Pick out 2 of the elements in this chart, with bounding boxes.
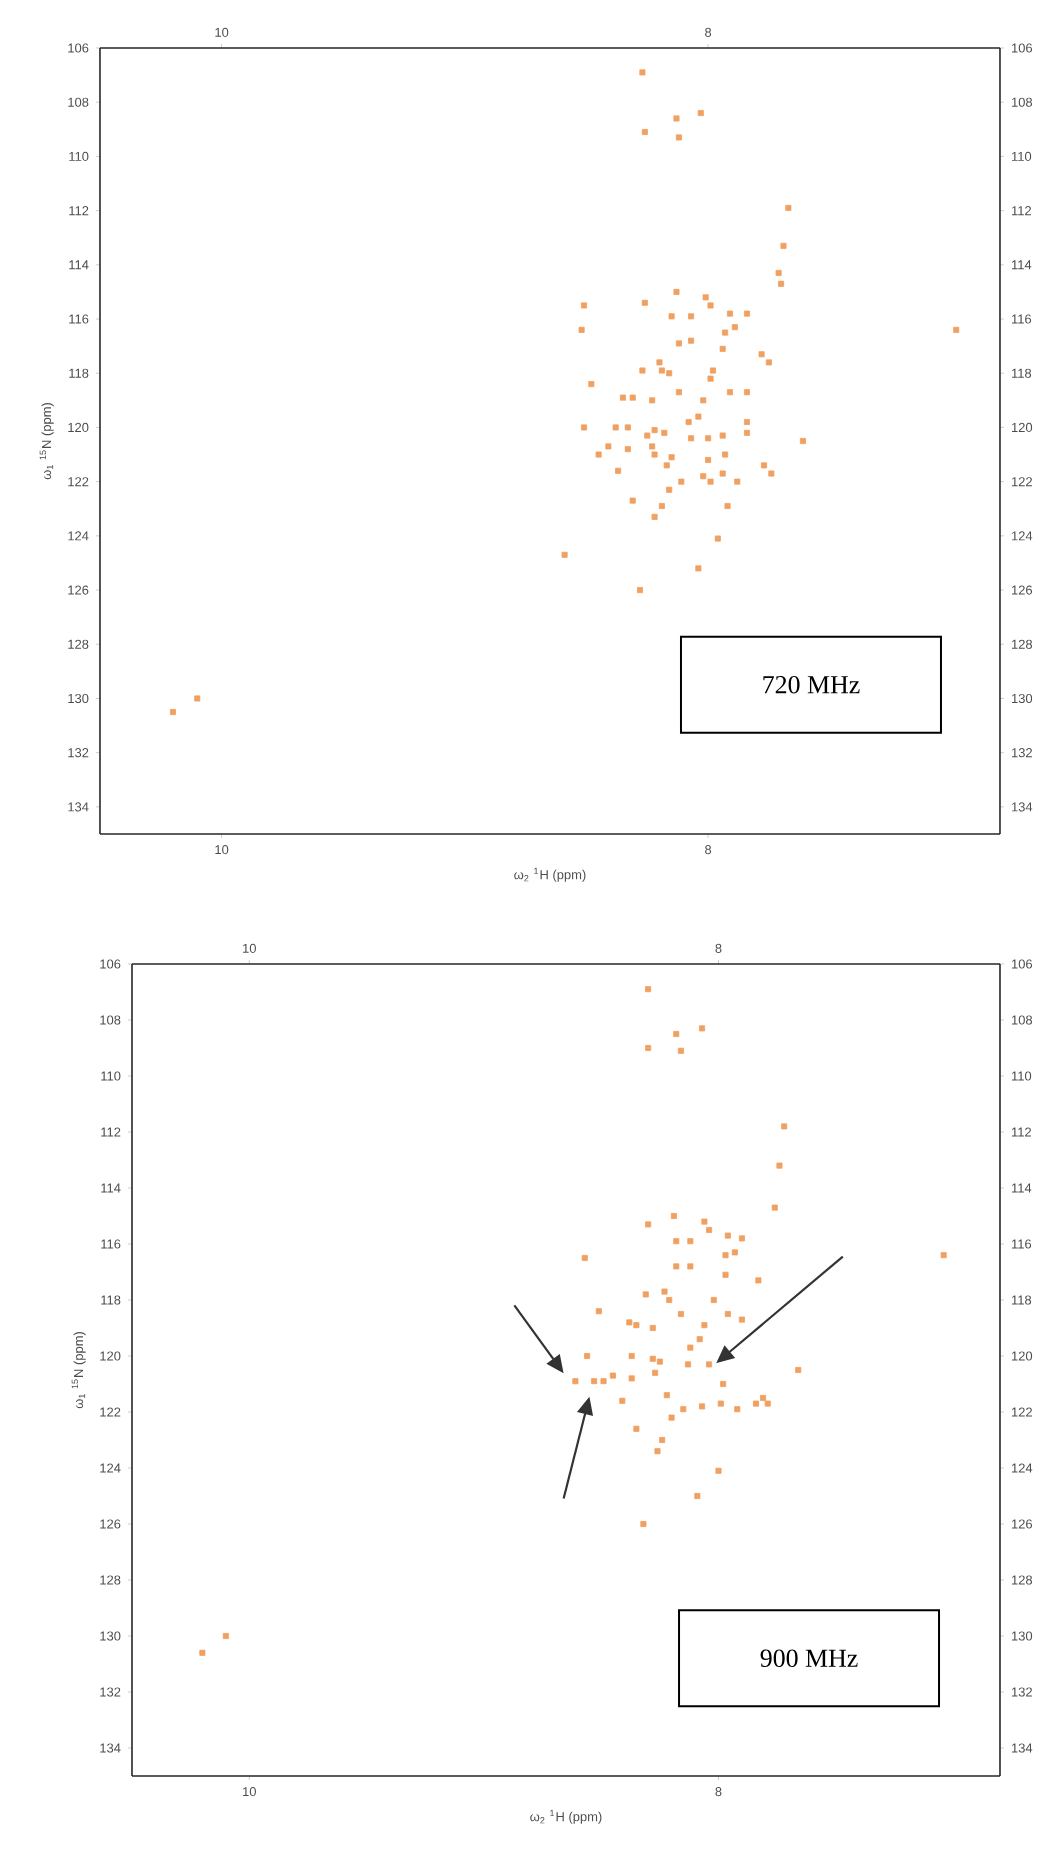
annotation: 720 MHz bbox=[763, 675, 860, 694]
annotation: 900 MHz bbox=[760, 1649, 858, 1667]
